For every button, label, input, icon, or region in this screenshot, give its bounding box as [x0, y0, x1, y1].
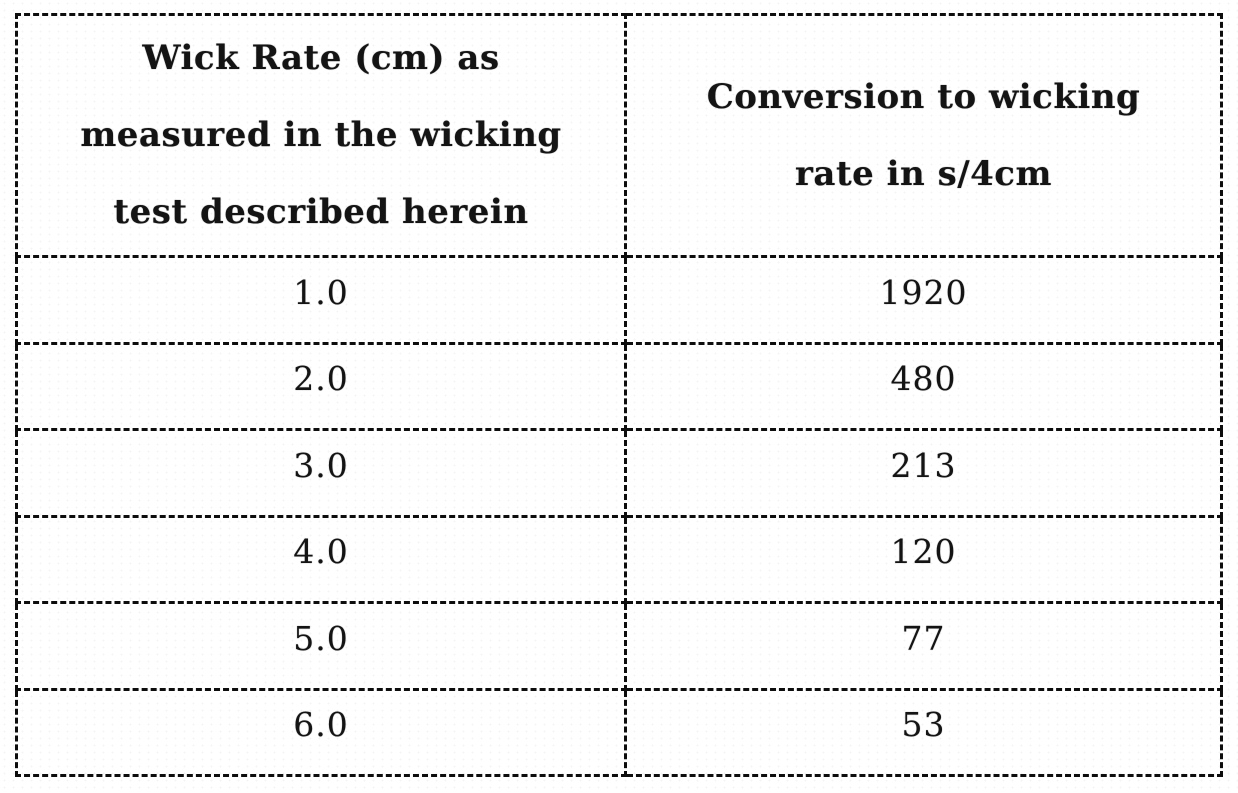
cell-conversion: 213: [624, 428, 1223, 518]
col-header-wick-rate: Wick Rate (cm) as measured in the wickin…: [15, 13, 627, 258]
table-row: 2.0 480: [15, 341, 1223, 431]
cell-conversion: 53: [624, 687, 1223, 777]
header-line: test described herein: [113, 192, 529, 232]
table-row: 5.0 77: [15, 601, 1223, 691]
col-header-conversion: Conversion to wicking rate in s/4cm: [624, 13, 1223, 258]
wick-rate-conversion-table: Wick Rate (cm) as measured in the wickin…: [15, 13, 1223, 777]
header-row: Wick Rate (cm) as measured in the wickin…: [15, 13, 1223, 258]
table-row: 3.0 213: [15, 428, 1223, 518]
cell-wick-rate: 1.0: [15, 255, 627, 345]
header-line: rate in s/4cm: [795, 153, 1052, 194]
cell-wick-rate: 3.0: [15, 428, 627, 518]
cell-wick-rate: 5.0: [15, 601, 627, 691]
table-row: 4.0 120: [15, 514, 1223, 604]
table-row: 1.0 1920: [15, 255, 1223, 345]
cell-conversion: 480: [624, 341, 1223, 431]
header-line: Wick Rate (cm) as: [142, 38, 500, 78]
cell-wick-rate: 2.0: [15, 341, 627, 431]
table-row: 6.0 53: [15, 687, 1223, 777]
cell-wick-rate: 4.0: [15, 514, 627, 604]
header-line: Conversion to wicking: [706, 76, 1141, 117]
cell-conversion: 1920: [624, 255, 1223, 345]
cell-conversion: 120: [624, 514, 1223, 604]
cell-conversion: 77: [624, 601, 1223, 691]
cell-wick-rate: 6.0: [15, 687, 627, 777]
header-line: measured in the wicking: [80, 115, 562, 155]
